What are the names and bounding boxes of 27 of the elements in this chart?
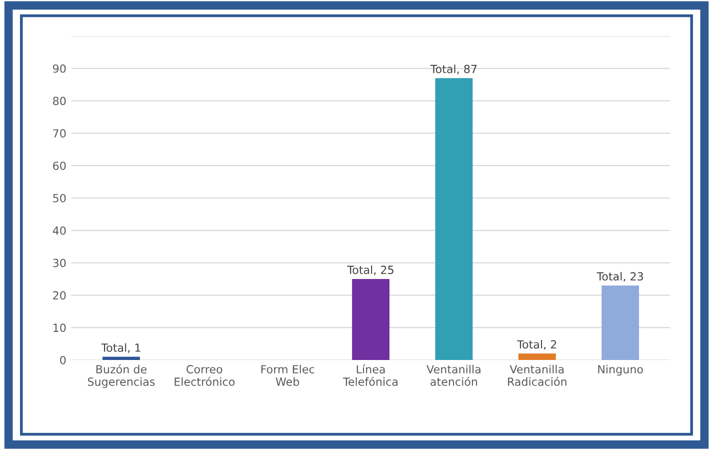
data-label: Total, 2 [517,340,556,350]
y-tick-label: 60 [53,162,66,170]
y-tick-label: 70 [53,129,66,138]
x-tick-label: Ventanilla Radicación [508,364,566,386]
x-tick-label: Línea Telefónica [343,364,398,386]
bar [102,356,140,360]
x-tick-label: Ninguno [598,364,643,376]
y-tick-label: 0 [60,356,66,364]
y-tick-label: 90 [53,64,66,73]
data-label: Total, 87 [430,64,477,74]
data-label: Total, 1 [101,343,140,353]
x-tick-label: Ventanilla atención [426,364,480,386]
bar [352,279,390,360]
bar [435,78,473,360]
y-tick-label: 30 [53,258,66,268]
y-tick-label: 40 [52,226,66,235]
y-tick-label: 80 [53,96,66,106]
bar [518,354,556,360]
x-tick-label: Form Elec Web [261,364,314,386]
y-tick-label: 20 [53,291,66,300]
data-label: Total, 25 [347,265,394,276]
y-tick-label: 50 [53,194,66,202]
data-label: Total, 23 [596,272,643,282]
x-tick-label: Buzón de Sugerencias [88,364,155,388]
bar [602,285,640,360]
y-tick-label: 10 [54,324,66,332]
x-tick-label: Correo Electrónico [174,365,235,386]
